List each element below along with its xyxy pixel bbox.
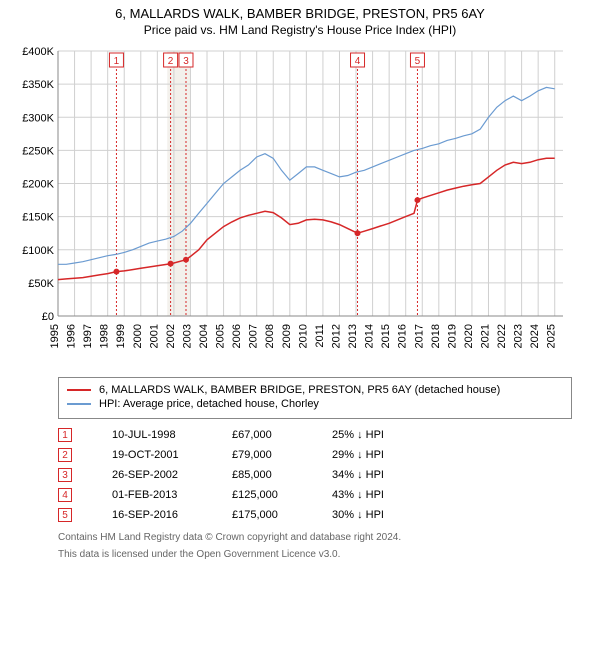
svg-text:£150K: £150K — [22, 212, 54, 224]
sales-row: 2 19-OCT-2001£79,00029% ↓ HPI — [58, 445, 572, 465]
svg-text:2013: 2013 — [347, 324, 359, 348]
sales-price: £85,000 — [232, 469, 332, 481]
sales-delta: 25% ↓ HPI — [332, 429, 452, 441]
svg-text:£300K: £300K — [22, 112, 54, 124]
sales-marker: 1 — [58, 428, 72, 442]
svg-text:3: 3 — [183, 56, 189, 67]
svg-text:1999: 1999 — [115, 324, 127, 348]
sales-row: 4 01-FEB-2013£125,00043% ↓ HPI — [58, 485, 572, 505]
svg-text:2: 2 — [168, 56, 174, 67]
sales-delta: 43% ↓ HPI — [332, 489, 452, 501]
sales-delta: 30% ↓ HPI — [332, 509, 452, 521]
svg-text:2015: 2015 — [380, 324, 392, 348]
chart-title: 6, MALLARDS WALK, BAMBER BRIDGE, PRESTON… — [8, 6, 592, 21]
svg-text:£0: £0 — [42, 311, 54, 323]
legend-swatch — [67, 389, 91, 391]
chart-svg: £0 £50K £100K £150K £200K £250K £300K £350K £400… — [8, 41, 568, 371]
sales-price: £79,000 — [232, 449, 332, 461]
svg-text:£350K: £350K — [22, 79, 54, 91]
svg-text:1998: 1998 — [99, 324, 111, 348]
svg-text:£200K: £200K — [22, 179, 54, 191]
sales-date: 26-SEP-2002 — [112, 469, 232, 481]
svg-text:2012: 2012 — [330, 324, 342, 348]
svg-text:2004: 2004 — [198, 324, 210, 348]
svg-text:£100K: £100K — [22, 245, 54, 257]
svg-text:2009: 2009 — [281, 324, 293, 348]
sales-date: 01-FEB-2013 — [112, 489, 232, 501]
legend-label: HPI: Average price, detached house, Chor… — [99, 398, 319, 410]
svg-text:2006: 2006 — [231, 324, 243, 348]
footnote-copyright: Contains HM Land Registry data © Crown c… — [58, 531, 572, 544]
sales-price: £67,000 — [232, 429, 332, 441]
legend-item: 6, MALLARDS WALK, BAMBER BRIDGE, PRESTON… — [67, 384, 563, 396]
sales-table: 1 10-JUL-1998£67,00025% ↓ HPI 2 19-OCT-2001… — [58, 425, 572, 525]
legend-label: 6, MALLARDS WALK, BAMBER BRIDGE, PRESTON… — [99, 384, 500, 396]
svg-text:2001: 2001 — [148, 324, 160, 348]
svg-text:2008: 2008 — [264, 324, 276, 348]
legend: 6, MALLARDS WALK, BAMBER BRIDGE, PRESTON… — [58, 377, 572, 419]
svg-text:2023: 2023 — [513, 324, 525, 348]
svg-text:2002: 2002 — [165, 324, 177, 348]
svg-text:2020: 2020 — [463, 324, 475, 348]
sales-price: £175,000 — [232, 509, 332, 521]
svg-text:2000: 2000 — [132, 324, 144, 348]
svg-text:1997: 1997 — [82, 324, 94, 348]
svg-text:2003: 2003 — [181, 324, 193, 348]
svg-text:2021: 2021 — [479, 324, 491, 348]
sales-delta: 34% ↓ HPI — [332, 469, 452, 481]
svg-text:2007: 2007 — [248, 324, 260, 348]
svg-text:2017: 2017 — [413, 324, 425, 348]
svg-text:£50K: £50K — [28, 278, 54, 290]
legend-item: HPI: Average price, detached house, Chor… — [67, 398, 563, 410]
svg-text:2014: 2014 — [364, 324, 376, 348]
svg-text:2016: 2016 — [397, 324, 409, 348]
svg-text:1: 1 — [114, 56, 120, 67]
price-chart: £0 £50K £100K £150K £200K £250K £300K £350K £400… — [8, 41, 592, 371]
svg-text:2022: 2022 — [496, 324, 508, 348]
svg-text:1996: 1996 — [66, 324, 78, 348]
sales-marker: 3 — [58, 468, 72, 482]
svg-text:2011: 2011 — [314, 324, 326, 348]
svg-text:2024: 2024 — [529, 324, 541, 348]
sales-date: 19-OCT-2001 — [112, 449, 232, 461]
svg-text:2018: 2018 — [430, 324, 442, 348]
svg-text:2019: 2019 — [446, 324, 458, 348]
sales-row: 3 26-SEP-2002£85,00034% ↓ HPI — [58, 465, 572, 485]
sales-marker: 4 — [58, 488, 72, 502]
footnote-licence: This data is licensed under the Open Gov… — [58, 548, 572, 561]
svg-text:2025: 2025 — [546, 324, 558, 348]
chart-subtitle: Price paid vs. HM Land Registry's House … — [8, 23, 592, 37]
svg-text:2005: 2005 — [215, 324, 227, 348]
sales-delta: 29% ↓ HPI — [332, 449, 452, 461]
sales-price: £125,000 — [232, 489, 332, 501]
svg-text:1995: 1995 — [49, 324, 61, 348]
sales-row: 1 10-JUL-1998£67,00025% ↓ HPI — [58, 425, 572, 445]
sales-marker: 2 — [58, 448, 72, 462]
sales-marker: 5 — [58, 508, 72, 522]
sales-date: 10-JUL-1998 — [112, 429, 232, 441]
svg-text:4: 4 — [355, 56, 361, 67]
svg-text:5: 5 — [415, 56, 421, 67]
svg-text:2010: 2010 — [297, 324, 309, 348]
legend-swatch — [67, 403, 91, 405]
svg-text:£250K: £250K — [22, 145, 54, 157]
sales-date: 16-SEP-2016 — [112, 509, 232, 521]
sales-row: 5 16-SEP-2016£175,00030% ↓ HPI — [58, 505, 572, 525]
svg-text:£400K: £400K — [22, 46, 54, 58]
